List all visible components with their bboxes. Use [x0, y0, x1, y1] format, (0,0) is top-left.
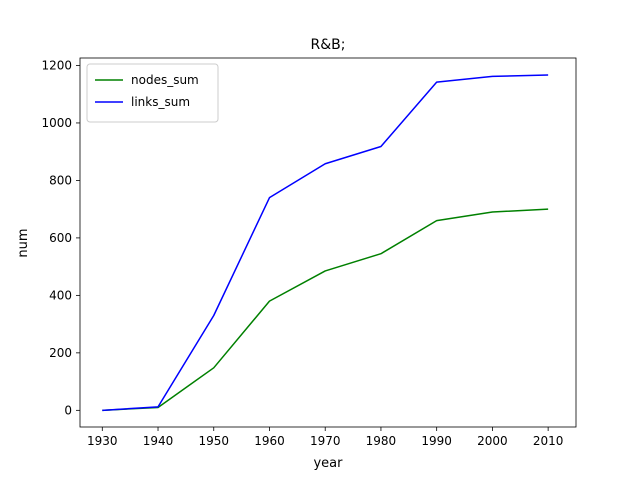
x-tick-label: 1950	[198, 434, 229, 448]
y-axis-label: num	[16, 228, 31, 257]
series-line-links_sum	[102, 74, 549, 412]
legend: nodes_sum links_sum	[86, 63, 219, 123]
y-tick-label: 1000	[41, 116, 72, 130]
series-line-nodes_sum	[102, 208, 549, 412]
y-tick-label: 200	[49, 346, 72, 360]
x-axis-label: year	[313, 456, 343, 471]
legend-label: links_sum	[131, 95, 190, 109]
x-tick-label: 2000	[477, 434, 508, 448]
y-tick-label: 600	[49, 231, 72, 245]
y-tick-label: 800	[49, 173, 72, 187]
chart-title: R&B;	[311, 37, 346, 53]
x-tick-label: 1990	[421, 434, 452, 448]
x-tick-label: 1930	[87, 434, 118, 448]
y-tick-label: 400	[49, 288, 72, 302]
x-tick-label: 1970	[310, 434, 341, 448]
x-tick-label: 2010	[533, 434, 564, 448]
y-tick-label: 0	[64, 403, 72, 417]
x-tick-label: 1980	[366, 434, 397, 448]
x-tick-label: 1940	[143, 434, 174, 448]
y-tick-label: 1200	[41, 58, 72, 72]
legend-label: nodes_sum	[131, 73, 199, 87]
legend-box	[86, 63, 219, 123]
x-tick-label: 1960	[254, 434, 285, 448]
axes-frame	[79, 57, 577, 428]
plot-area	[102, 74, 549, 412]
axes: 1930 1940 1950 1960 1970 1980 1990 2000 2010 0 200…	[41, 57, 577, 448]
